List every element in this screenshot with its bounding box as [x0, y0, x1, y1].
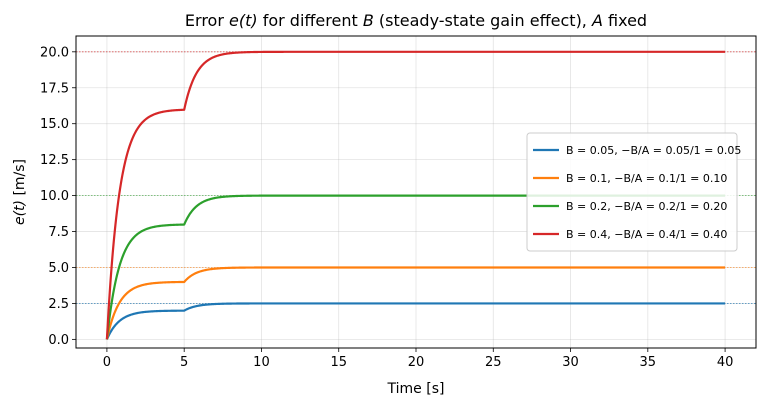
y-tick-label: 7.5 [48, 225, 69, 240]
x-axis-title: Time [s] [387, 381, 445, 397]
y-tick-label: 2.5 [48, 297, 69, 312]
legend-box [526, 132, 738, 252]
x-tick-label: 40 [717, 355, 734, 370]
legend: B = 0.05, −B/A = 0.05/1 = 0.05 B = 0.1, −… [526, 132, 741, 252]
x-tick-label: 20 [408, 355, 425, 370]
y-tick-label: 20.0 [40, 45, 69, 60]
legend-label-B=0.4: B = 0.4, −B/A = 0.4/1 = 0.40 [566, 228, 727, 241]
y-tick-label: 17.5 [40, 81, 69, 96]
y-tick-label: 15.0 [40, 117, 69, 132]
x-tick-label: 35 [640, 355, 657, 370]
series-line-B=0.1 [105, 266, 726, 340]
y-axis-title: e(t) [m/s] [12, 159, 28, 225]
series-line-B=0.4 [105, 50, 726, 340]
y-tick-label: 10.0 [40, 189, 69, 204]
y-tick-label: 12.5 [40, 153, 69, 168]
legend-label-B=0.05: B = 0.05, −B/A = 0.05/1 = 0.05 [566, 144, 741, 157]
y-tick-label: 0.0 [48, 333, 69, 348]
x-tick-label: 25 [485, 355, 502, 370]
legend-label-B=0.2: B = 0.2, −B/A = 0.2/1 = 0.20 [566, 200, 727, 213]
x-tick-label: 0 [103, 355, 111, 370]
y-tick-label: 5.0 [48, 261, 69, 276]
x-tick-label: 30 [562, 355, 579, 370]
series-line-B=0.05 [105, 302, 726, 340]
x-tick-label: 5 [180, 355, 188, 370]
x-tick-label: 15 [330, 355, 347, 370]
x-tick-label: 10 [253, 355, 270, 370]
chart-title: Error e(t) for different B (steady-state… [185, 11, 647, 30]
legend-label-B=0.1: B = 0.1, −B/A = 0.1/1 = 0.10 [566, 172, 727, 185]
axis-ticks: 0 5 10 15 20 25 30 35 40 0.0 2.5 5.0 7.5 10.0 12.5 15.0… [40, 45, 733, 370]
